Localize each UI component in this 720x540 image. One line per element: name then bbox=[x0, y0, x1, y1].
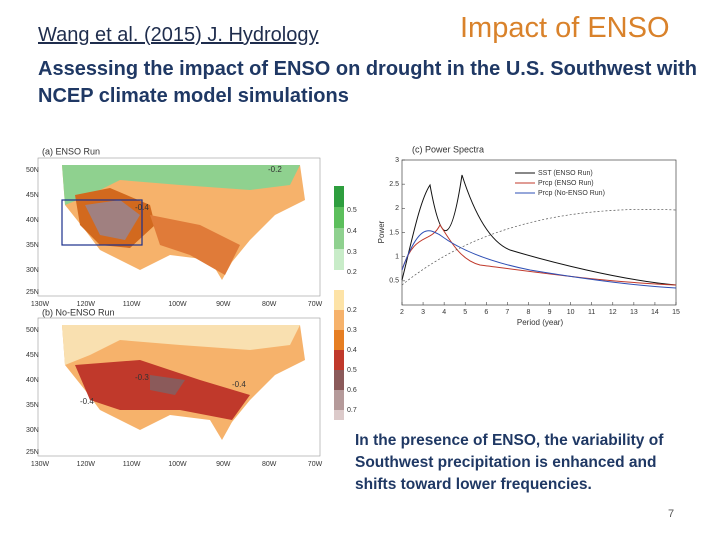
lat-label: 35N bbox=[26, 402, 39, 409]
colorbar-label: 0.6 bbox=[347, 387, 357, 394]
page-number: 7 bbox=[668, 508, 675, 520]
x-axis-label: Period (year) bbox=[517, 318, 564, 327]
x-tick-label: 4 bbox=[442, 309, 446, 316]
lon-label: 120W bbox=[77, 301, 96, 308]
colorbar-label: 0.5 bbox=[347, 207, 357, 214]
x-tick-label: 8 bbox=[527, 309, 531, 316]
lat-label: 45N bbox=[26, 192, 39, 199]
y-tick-label: 3 bbox=[395, 157, 399, 164]
y-axis-label: Power bbox=[377, 220, 386, 243]
x-tick-label: 3 bbox=[421, 309, 425, 316]
lat-label: 25N bbox=[26, 449, 39, 456]
contour-label: -0.4 bbox=[232, 380, 246, 389]
y-tick-label: 1.5 bbox=[389, 229, 399, 236]
colorbar-label: 0.2 bbox=[347, 269, 357, 276]
panel-label: (b) No-ENSO Run bbox=[42, 307, 115, 317]
colorbar-label: 0.3 bbox=[347, 249, 357, 256]
x-tick-label: 12 bbox=[609, 309, 617, 316]
lon-label: 70W bbox=[308, 301, 323, 308]
x-tick-label: 5 bbox=[463, 309, 467, 316]
colorbar-label: 0.2 bbox=[347, 307, 357, 314]
slide-title: Impact of ENSO bbox=[460, 12, 670, 44]
map-a: 50N 45N 40N 35N 30N 25N -0.4 -0.2 (a) EN… bbox=[26, 146, 321, 297]
lon-label: 130W bbox=[31, 301, 50, 308]
lon-label: 110W bbox=[123, 301, 141, 308]
x-tick-label: 9 bbox=[548, 309, 552, 316]
lon-label: 80W bbox=[262, 301, 277, 308]
note: In the presence of ENSO, the variability… bbox=[355, 432, 664, 493]
lat-label: 45N bbox=[26, 352, 39, 359]
legend-entry: Prcp (No-ENSO Run) bbox=[538, 190, 605, 197]
colorbar-b: 0.2 0.3 0.4 0.5 0.6 0.7 bbox=[334, 290, 357, 420]
lat-label: 50N bbox=[26, 167, 39, 174]
y-tick-label: 1 bbox=[395, 254, 399, 261]
colorbar-label: 0.4 bbox=[347, 347, 357, 354]
lat-label: 40N bbox=[26, 377, 39, 384]
lon-label: 120W bbox=[77, 461, 96, 468]
spectrum: SST (ENSO Run) Prcp (ENSO Run) Prcp (No-… bbox=[377, 144, 680, 327]
sst-line bbox=[401, 174, 677, 286]
lat-label: 30N bbox=[26, 427, 39, 434]
lon-label: 70W bbox=[308, 461, 323, 468]
lon-label: 100W bbox=[168, 301, 187, 308]
lon-label: 130W bbox=[31, 461, 50, 468]
colorbar-label: 0.3 bbox=[347, 327, 357, 334]
lat-label: 25N bbox=[26, 289, 39, 296]
lat-label: 30N bbox=[26, 267, 39, 274]
lon-label: 80W bbox=[262, 461, 277, 468]
y-tick-label: 2 bbox=[395, 205, 399, 212]
lon-label: 110W bbox=[123, 461, 141, 468]
x-tick-label: 10 bbox=[567, 309, 575, 316]
lat-label: 50N bbox=[26, 327, 39, 334]
contour-label: -0.3 bbox=[135, 373, 149, 382]
lat-label: 40N bbox=[26, 217, 39, 224]
colorbar-label: 0.7 bbox=[347, 407, 357, 414]
lat-label: 35N bbox=[26, 242, 39, 249]
colorbar-label: 0.4 bbox=[347, 228, 357, 235]
prcp-noenso-line bbox=[401, 230, 677, 289]
x-tick-label: 7 bbox=[505, 309, 509, 316]
x-tick-label: 2 bbox=[400, 309, 404, 316]
panel-label: (c) Power Spectra bbox=[412, 144, 484, 154]
map-b: 50N 45N 40N 35N 30N 25N -0.3 -0.4 -0.4 (… bbox=[26, 307, 321, 457]
panel-label: (a) ENSO Run bbox=[42, 146, 100, 156]
legend-entry: Prcp (ENSO Run) bbox=[538, 180, 594, 187]
x-tick-label: 15 bbox=[672, 309, 680, 316]
colorbar-label: 0.5 bbox=[347, 367, 357, 374]
x-tick-label: 14 bbox=[651, 309, 659, 316]
contour-label: -0.2 bbox=[268, 165, 282, 174]
y-tick-label: 0.5 bbox=[389, 278, 399, 285]
significance-line bbox=[401, 209, 677, 286]
lon-label: 90W bbox=[216, 461, 231, 468]
lon-label: 100W bbox=[168, 461, 187, 468]
x-tick-label: 6 bbox=[484, 309, 488, 316]
subtitle: Assessing the impact of ENSO on drought … bbox=[38, 58, 697, 107]
legend-entry: SST (ENSO Run) bbox=[538, 170, 593, 177]
contour-label: -0.4 bbox=[80, 397, 94, 406]
citation: Wang et al. (2015) J. Hydrology bbox=[38, 24, 319, 46]
y-tick-label: 2.5 bbox=[389, 181, 399, 188]
prcp-enso-line bbox=[401, 224, 677, 286]
contour-label: -0.4 bbox=[135, 203, 149, 212]
lon-label: 90W bbox=[216, 301, 231, 308]
colorbar-a: 0.5 0.4 0.3 0.2 bbox=[334, 186, 357, 276]
x-tick-label: 11 bbox=[588, 309, 595, 316]
x-tick-label: 13 bbox=[630, 309, 638, 316]
